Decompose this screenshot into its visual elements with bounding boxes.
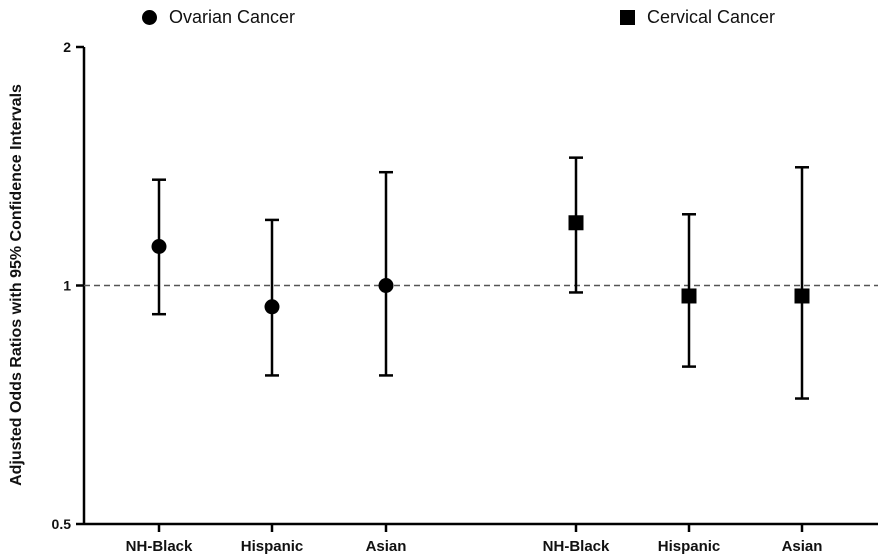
cervical-nh-black-point	[568, 215, 584, 231]
chart-marks	[151, 156, 810, 400]
cervical-asian-point	[794, 288, 810, 304]
circle-marker-icon	[142, 9, 157, 25]
ovarian-asian-point	[378, 278, 394, 293]
cervical-hispanic-point	[681, 288, 697, 304]
legend-label-ovarian-cancer: Ovarian Cancer	[169, 6, 296, 27]
x-tick-label-2: Asian	[366, 538, 407, 555]
y-tick-label-2: 2	[63, 39, 71, 55]
y-tick-label-0: 0.5	[52, 516, 72, 532]
x-tick-label-1: Hispanic	[241, 538, 304, 555]
legend-item-cervical-cancer: Cervical Cancer	[620, 6, 775, 28]
x-tick-label-0: NH-Black	[126, 538, 193, 555]
ovarian-hispanic-point	[264, 299, 280, 315]
legend-label-cervical-cancer: Cervical Cancer	[647, 6, 776, 27]
x-tick-label-5: Asian	[782, 538, 823, 555]
square-marker-icon	[620, 9, 635, 25]
x-tick-label-3: NH-Black	[543, 538, 610, 555]
y-axis-label: Adjusted Odds Ratios with 95% Confidence…	[8, 84, 25, 486]
axes: 0.5 1 2 NH-Black Hispanic Asian NH-Black Hispan…	[52, 39, 878, 555]
y-tick-label-1: 1	[63, 278, 71, 294]
legend-item-ovarian-cancer: Ovarian Cancer	[142, 6, 295, 28]
x-tick-label-4: Hispanic	[658, 538, 721, 555]
ovarian-nh-black-point	[151, 239, 167, 255]
